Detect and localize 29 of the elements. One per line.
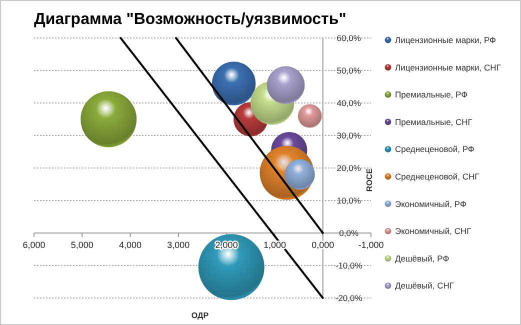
y-tick-label: 40,0%: [336, 98, 362, 108]
legend-label: Среднеценовой, СНГ: [395, 172, 480, 182]
y-tick-label: 10,0%: [336, 196, 362, 206]
y-axis-title: ROCE: [365, 168, 374, 192]
y-tick-label: 0,0%: [339, 228, 359, 238]
y-tick-label: 20,0%: [336, 163, 362, 173]
legend-label: Премиальные, СНГ: [395, 116, 473, 127]
legend-label: Дешёвый, РФ: [395, 253, 450, 264]
x-tick-label: 0,000: [312, 240, 334, 250]
x-tick-label: 2,000: [215, 240, 238, 250]
legend-label: Экономичный, РФ: [395, 198, 466, 209]
legend-label: Дешёвый, СНГ: [395, 280, 454, 291]
x-tick-label: 3,000: [167, 240, 190, 250]
legend-label: Лицензионные марки, СНГ: [395, 62, 502, 72]
x-tick-label: 5,000: [70, 240, 94, 250]
y-tick-label: 30,0%: [336, 130, 362, 140]
y-tick-label: 60,0%: [336, 33, 362, 43]
y-tick-label: -10,0%: [335, 260, 363, 270]
x-tick-label: 6,000: [22, 240, 46, 250]
y-tick-label: -20,0%: [335, 293, 363, 303]
legend-label: Лицензионные марки, РФ: [395, 35, 496, 45]
x-axis-title: ОДР: [191, 311, 210, 320]
legend-label: Экономичный, СНГ: [395, 226, 472, 236]
chart-title: Диаграмма "Возможность/уязвимость": [34, 11, 346, 28]
y-tick-label: 50,0%: [336, 66, 362, 76]
x-tick-label: -1,000: [358, 240, 384, 250]
legend-label: Премиальные, РФ: [395, 90, 468, 100]
legend-label: Среднеценовой, РФ: [395, 144, 474, 154]
x-tick-label: 4,000: [119, 240, 142, 250]
